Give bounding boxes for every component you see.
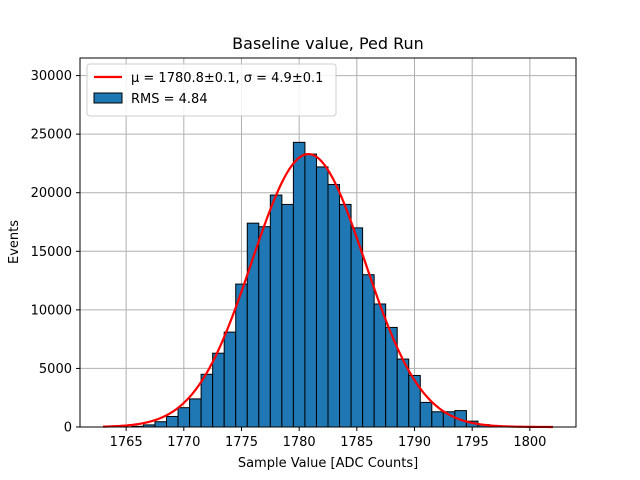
histogram-bar <box>154 421 168 428</box>
histogram-bar <box>373 303 387 428</box>
histogram-bar <box>362 274 375 428</box>
chart-title: Baseline value, Ped Run <box>232 34 424 53</box>
histogram-bar <box>246 222 260 428</box>
histogram-bar <box>431 411 444 428</box>
histogram-bar <box>281 203 294 428</box>
x-tick-label: 1770 <box>167 435 200 450</box>
histogram-bar <box>269 194 283 428</box>
histogram-bar <box>292 141 306 428</box>
x-axis: 1765 1770 1775 1780 1785 1790 1795 1800 <box>110 427 546 450</box>
histogram-bar <box>200 373 214 428</box>
y-tick-label: 5000 <box>39 362 72 377</box>
histogram-bar <box>212 352 225 428</box>
x-tick-label: 1790 <box>398 435 431 450</box>
gaussian-fit-line <box>103 152 553 429</box>
histogram-bar <box>408 374 421 428</box>
x-axis-label: Sample Value [ADC Counts] <box>238 456 418 471</box>
legend-fit-label: μ = 1780.8±0.1, σ = 4.9±0.1 <box>131 71 323 86</box>
histogram-bar <box>177 407 191 428</box>
histogram-bar <box>350 227 364 428</box>
histogram-bar <box>258 226 271 428</box>
x-tick-label: 1785 <box>340 435 373 450</box>
legend: μ = 1780.8±0.1, σ = 4.9±0.1 RMS = 4.84 <box>86 63 337 117</box>
histogram-bar <box>189 398 202 428</box>
fit-layer <box>103 152 553 429</box>
y-axis-label: Events <box>7 220 22 264</box>
x-tick-label: 1800 <box>513 435 546 450</box>
bars-layer <box>131 141 502 428</box>
histogram-bar <box>327 184 341 428</box>
histogram-bar <box>223 331 237 428</box>
y-tick-label: 15000 <box>31 245 72 260</box>
y-axis: 0 5000 10000 15000 20000 25000 30000 <box>31 69 80 436</box>
y-tick-label: 10000 <box>31 303 72 318</box>
y-tick-label: 0 <box>64 421 72 436</box>
x-tick-label: 1775 <box>225 435 258 450</box>
histogram-bar <box>419 401 433 428</box>
plot-frame <box>79 57 577 428</box>
x-tick-label: 1780 <box>283 435 316 450</box>
histogram-bar <box>315 166 329 428</box>
legend-box <box>86 63 337 117</box>
legend-hist-swatch <box>93 92 123 104</box>
legend-hist-label: RMS = 4.84 <box>131 92 208 107</box>
histogram-bar <box>166 415 179 428</box>
y-tick-label: 20000 <box>31 186 72 201</box>
x-tick-label: 1765 <box>110 435 143 450</box>
histogram-bar <box>339 203 352 428</box>
x-tick-label: 1795 <box>456 435 489 450</box>
y-tick-label: 25000 <box>31 128 72 143</box>
histogram-bar <box>304 153 317 428</box>
y-tick-label: 30000 <box>31 69 72 84</box>
